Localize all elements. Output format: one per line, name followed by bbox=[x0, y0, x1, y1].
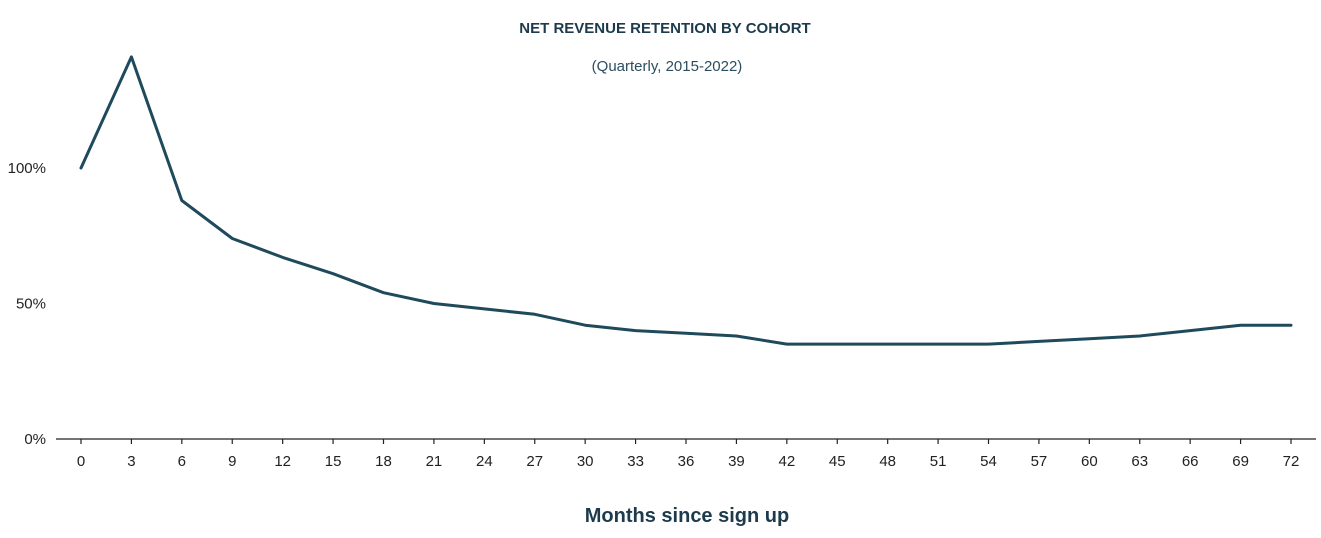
y-tick-label: 0% bbox=[24, 431, 46, 448]
x-tick-label: 60 bbox=[1081, 453, 1098, 470]
x-tick-label: 27 bbox=[526, 453, 543, 470]
data-point bbox=[533, 313, 536, 316]
x-tick-label: 33 bbox=[627, 453, 644, 470]
x-tick-label: 51 bbox=[930, 453, 947, 470]
x-tick-label: 69 bbox=[1232, 453, 1249, 470]
data-point bbox=[281, 256, 284, 259]
data-point bbox=[735, 335, 738, 338]
x-tick-label: 72 bbox=[1283, 453, 1300, 470]
data-point bbox=[1088, 337, 1091, 340]
x-tick-label: 63 bbox=[1131, 453, 1148, 470]
data-point bbox=[634, 329, 637, 332]
x-tick-label: 45 bbox=[829, 453, 846, 470]
data-point bbox=[785, 343, 788, 346]
data-point bbox=[483, 307, 486, 310]
data-point bbox=[130, 55, 133, 58]
series-line-0 bbox=[79, 55, 1293, 346]
x-tick-label: 24 bbox=[476, 453, 493, 470]
x-tick-label: 0 bbox=[77, 453, 85, 470]
x-tick-label: 48 bbox=[879, 453, 896, 470]
chart-subtitle: (Quarterly, 2015-2022) bbox=[592, 58, 743, 75]
x-tick-label: 39 bbox=[728, 453, 745, 470]
y-tick-label: 100% bbox=[8, 160, 46, 177]
x-tick-label: 30 bbox=[577, 453, 594, 470]
y-axis: 0% 50% 100% bbox=[8, 160, 46, 448]
x-tick-label: 18 bbox=[375, 453, 392, 470]
x-tick-label: 66 bbox=[1182, 453, 1199, 470]
data-point bbox=[987, 343, 990, 346]
data-point bbox=[836, 343, 839, 346]
data-point bbox=[231, 237, 234, 240]
data-point bbox=[1138, 335, 1141, 338]
data-point bbox=[180, 199, 183, 202]
x-tick-label: 12 bbox=[274, 453, 291, 470]
data-point bbox=[332, 272, 335, 275]
y-tick-label: 50% bbox=[16, 296, 46, 313]
data-point bbox=[937, 343, 940, 346]
series-layer bbox=[79, 55, 1293, 346]
data-point bbox=[382, 291, 385, 294]
x-tick-label: 54 bbox=[980, 453, 997, 470]
data-point bbox=[584, 324, 587, 327]
data-point bbox=[1037, 340, 1040, 343]
data-point bbox=[1189, 329, 1192, 332]
data-point bbox=[685, 332, 688, 335]
x-tick-label: 6 bbox=[178, 453, 186, 470]
x-tick-label: 3 bbox=[127, 453, 135, 470]
data-point bbox=[432, 302, 435, 305]
x-tick-label: 15 bbox=[325, 453, 342, 470]
x-axis: 0 3 6 9 12 15 18 21 24 27 30 33 36 39 42 45 48 51 54 57 60 63… bbox=[77, 439, 1300, 470]
x-tick-label: 42 bbox=[778, 453, 795, 470]
data-point bbox=[1290, 324, 1293, 327]
x-axis-title: Months since sign up bbox=[585, 505, 789, 527]
x-tick-label: 21 bbox=[426, 453, 443, 470]
chart-title: NET REVENUE RETENTION BY COHORT bbox=[519, 20, 810, 37]
data-point bbox=[886, 343, 889, 346]
data-point bbox=[80, 167, 83, 170]
x-tick-label: 9 bbox=[228, 453, 236, 470]
x-tick-label: 57 bbox=[1031, 453, 1048, 470]
x-tick-label: 36 bbox=[678, 453, 695, 470]
data-point bbox=[1239, 324, 1242, 327]
